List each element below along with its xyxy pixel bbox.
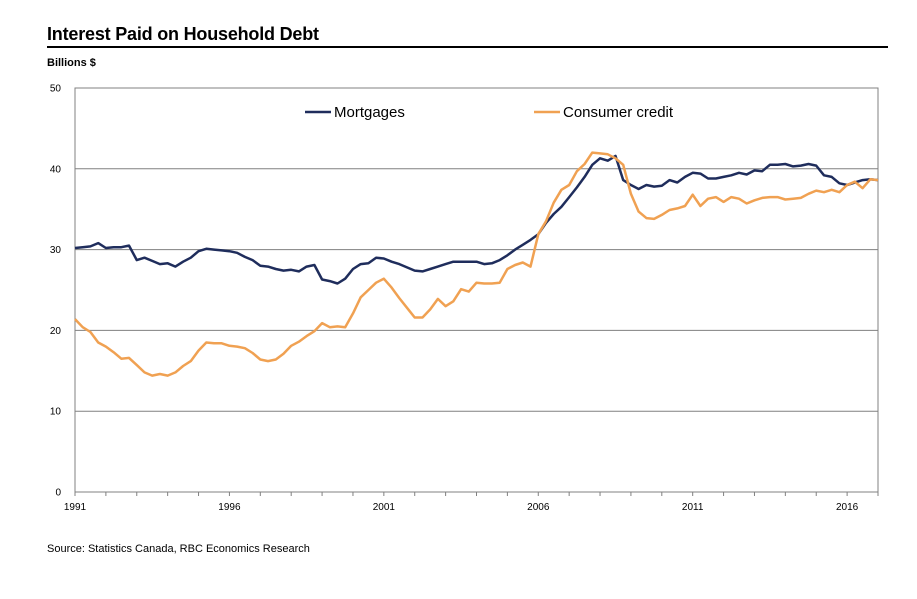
x-tick-label-2016: 2016: [836, 502, 859, 513]
gridlines: [75, 168, 878, 412]
series-line-mortgages: [74, 154, 879, 285]
series-lines: [74, 151, 879, 377]
y-tick-label-10: 10: [50, 407, 62, 418]
legend: Mortgages Consumer credit: [305, 104, 674, 121]
x-tick-label-2011: 2011: [682, 502, 704, 513]
y-tick-label-20: 20: [50, 326, 62, 337]
title-underline: [47, 46, 888, 48]
y-tick-label-40: 40: [50, 164, 62, 175]
legend-label-consumer-credit: Consumer credit: [563, 104, 674, 121]
x-tick-label-1991: 1991: [64, 502, 87, 513]
x-tick-label-2006: 2006: [527, 502, 550, 513]
y-tick-label-50: 50: [50, 84, 62, 95]
legend-label-mortgages: Mortgages: [334, 104, 405, 121]
series-line-consumer-credit: [74, 151, 879, 377]
x-tick-label-2001: 2001: [373, 502, 396, 513]
source-note: Source: Statistics Canada, RBC Economics…: [47, 543, 310, 555]
axis-ticks: 0 10 20 30 40 50 1991 1996 2001 2006 2011 2016: [50, 84, 879, 513]
chart-title: Interest Paid on Household Debt: [47, 24, 319, 44]
y-tick-label-30: 30: [50, 245, 62, 256]
y-tick-label-0: 0: [55, 488, 61, 499]
y-axis-unit-label: Billions $: [47, 57, 96, 69]
x-tick-label-1996: 1996: [218, 502, 241, 513]
plot-area-frame: [74, 87, 879, 493]
